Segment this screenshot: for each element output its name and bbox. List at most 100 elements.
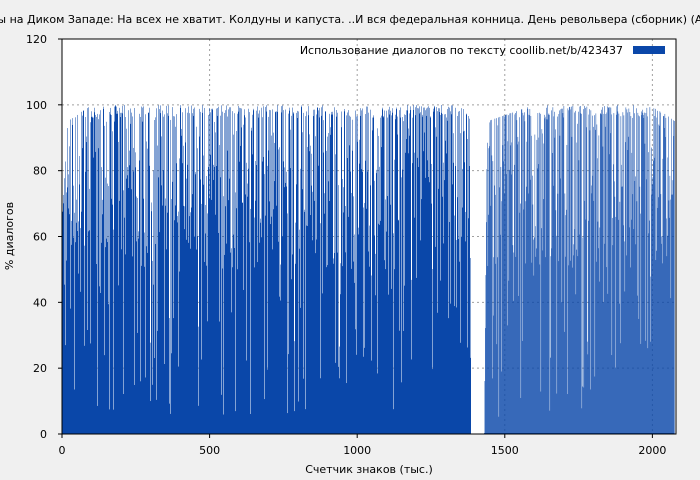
- bar: [150, 401, 151, 434]
- bar: [288, 354, 289, 434]
- bar: [524, 121, 526, 435]
- bar: [470, 257, 471, 434]
- bar: [412, 163, 413, 434]
- bar-series: [62, 104, 675, 435]
- bar: [384, 260, 385, 434]
- bar: [322, 105, 323, 434]
- bar: [85, 171, 86, 435]
- bar: [527, 107, 528, 435]
- bar: [72, 124, 73, 434]
- bar: [539, 112, 540, 434]
- bar: [256, 110, 257, 434]
- bar: [152, 260, 153, 434]
- bar: [415, 115, 416, 434]
- bar: [492, 161, 494, 434]
- bar: [521, 109, 522, 434]
- bar: [65, 345, 66, 434]
- bar: [603, 113, 605, 434]
- bar: [183, 205, 184, 434]
- bar: [538, 164, 539, 434]
- bar: [119, 200, 120, 434]
- bar: [98, 148, 99, 435]
- bar: [396, 109, 397, 435]
- bar: [407, 104, 408, 434]
- bar: [235, 192, 236, 434]
- bar: [87, 330, 88, 434]
- bar: [200, 179, 201, 434]
- bar: [152, 384, 153, 434]
- bar: [594, 376, 596, 434]
- bar: [172, 107, 173, 434]
- bar: [560, 178, 561, 434]
- bar: [616, 114, 617, 435]
- bar: [581, 408, 583, 434]
- bar: [598, 135, 600, 434]
- bar: [381, 147, 382, 434]
- bar: [670, 298, 672, 434]
- bar: [275, 111, 276, 435]
- bar: [573, 255, 574, 434]
- bar: [559, 110, 560, 434]
- bar: [306, 225, 307, 434]
- bar: [664, 113, 666, 434]
- bar: [532, 204, 534, 434]
- bar: [356, 354, 357, 434]
- bar: [667, 157, 669, 434]
- bar: [148, 112, 149, 434]
- bar: [626, 109, 628, 434]
- bar: [542, 133, 543, 434]
- bar: [132, 116, 133, 435]
- bar: [506, 174, 507, 435]
- bar: [445, 140, 446, 434]
- legend-swatch: [633, 46, 665, 54]
- bar: [582, 386, 583, 434]
- bar: [191, 207, 192, 434]
- bar: [496, 118, 497, 434]
- bar: [253, 108, 254, 434]
- bar: [382, 109, 383, 434]
- bar: [647, 348, 649, 434]
- bar: [234, 248, 235, 434]
- bar: [338, 366, 339, 434]
- bar: [465, 211, 466, 434]
- bar: [656, 117, 658, 434]
- bar: [603, 302, 604, 434]
- bar: [73, 185, 74, 434]
- bar: [442, 113, 443, 434]
- bar: [125, 117, 126, 434]
- bar: [388, 294, 389, 434]
- bar: [442, 196, 443, 434]
- bar: [67, 128, 68, 434]
- bar: [170, 413, 171, 434]
- bar: [91, 116, 92, 435]
- bar: [648, 233, 650, 434]
- bar: [467, 347, 468, 434]
- bar: [469, 118, 470, 434]
- bar: [444, 180, 445, 434]
- bar: [486, 222, 487, 434]
- bar: [290, 129, 291, 435]
- bar: [236, 130, 237, 434]
- bar: [668, 200, 670, 434]
- bar: [193, 115, 194, 434]
- bar: [398, 220, 399, 434]
- bar: [191, 105, 192, 434]
- bar: [330, 134, 331, 434]
- bar: [181, 128, 182, 435]
- bar: [371, 275, 372, 434]
- bar: [306, 111, 307, 435]
- bar: [551, 248, 553, 434]
- bar: [263, 106, 264, 435]
- bar: [441, 104, 442, 435]
- bar: [211, 199, 212, 434]
- bar: [110, 107, 111, 434]
- bar: [596, 261, 597, 434]
- bar: [618, 219, 619, 434]
- bar: [633, 105, 634, 434]
- bar: [431, 163, 432, 434]
- bar: [149, 107, 150, 434]
- bar: [597, 221, 599, 434]
- bar: [83, 110, 84, 435]
- bar: [574, 112, 575, 435]
- bar: [297, 118, 298, 435]
